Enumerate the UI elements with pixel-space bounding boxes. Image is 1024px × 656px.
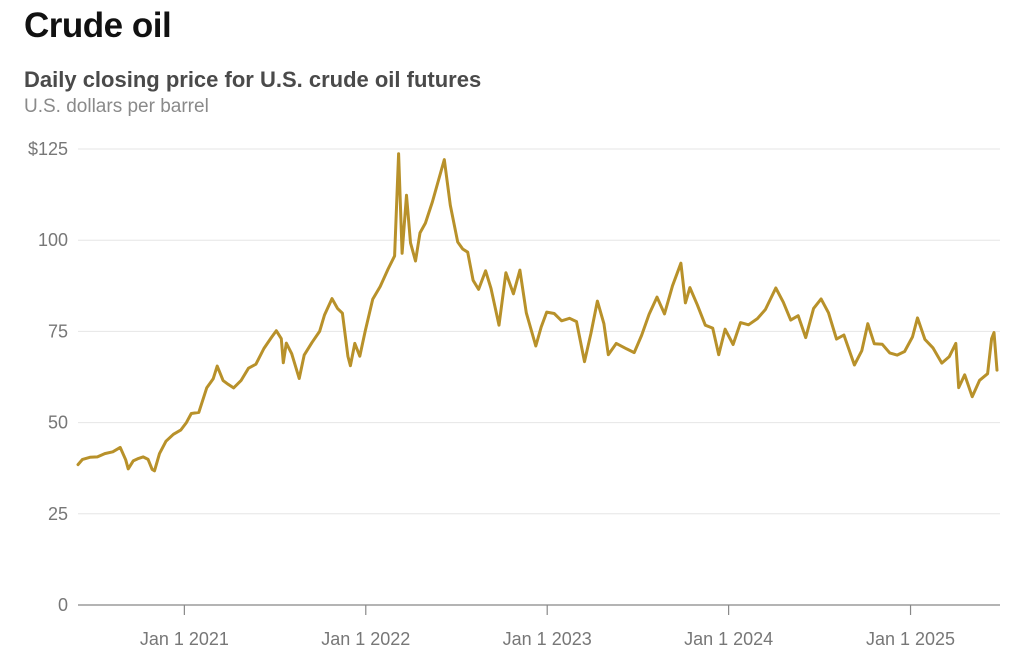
x-axis: Jan 1 2021 Jan 1 2022 Jan 1 2023 Jan 1 2024…	[78, 604, 1000, 649]
y-tick-label: 25	[48, 504, 68, 524]
y-tick-label: 0	[58, 595, 68, 615]
chart-title: Crude oil	[24, 6, 172, 45]
x-tick-label: Jan 1 2024	[684, 629, 773, 649]
x-tick-label: Jan 1 2021	[140, 629, 229, 649]
y-tick-label: 100	[38, 230, 68, 250]
y-axis-labels: 0 25 50 75 100 $125	[28, 139, 68, 615]
x-tick-label: Jan 1 2023	[503, 629, 592, 649]
chart-units-label: U.S. dollars per barrel	[24, 96, 209, 117]
chart-subtitle: Daily closing price for U.S. crude oil f…	[24, 67, 482, 92]
series-line-crude-oil	[76, 152, 999, 473]
y-tick-label: 50	[48, 413, 68, 433]
y-tick-label: $125	[28, 139, 68, 159]
x-tick-label: Jan 1 2025	[866, 629, 955, 649]
series-group	[76, 152, 999, 473]
y-tick-label: 75	[48, 321, 68, 341]
x-tick-label: Jan 1 2022	[321, 629, 410, 649]
